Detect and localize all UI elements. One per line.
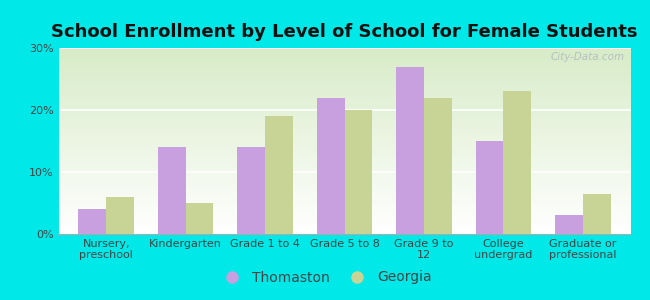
- Bar: [396, 67, 424, 234]
- Legend: Thomaston, Georgia: Thomaston, Georgia: [213, 265, 437, 290]
- Bar: [79, 209, 106, 234]
- Bar: [237, 147, 265, 234]
- Bar: [317, 98, 345, 234]
- Bar: [424, 98, 452, 234]
- Bar: [344, 110, 372, 234]
- Bar: [583, 194, 610, 234]
- Text: City-Data.com: City-Data.com: [551, 52, 625, 62]
- Title: School Enrollment by Level of School for Female Students: School Enrollment by Level of School for…: [51, 23, 638, 41]
- Bar: [555, 215, 583, 234]
- Bar: [265, 116, 293, 234]
- Bar: [503, 92, 531, 234]
- Bar: [186, 203, 213, 234]
- Bar: [158, 147, 186, 234]
- Bar: [476, 141, 503, 234]
- Bar: [106, 197, 134, 234]
